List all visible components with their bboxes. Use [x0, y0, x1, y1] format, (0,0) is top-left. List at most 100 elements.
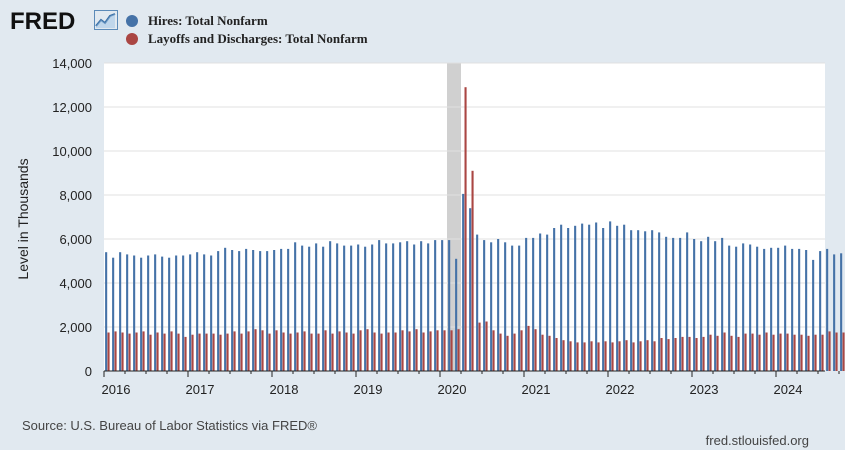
bar-layoffs — [450, 330, 453, 371]
x-tick-label: 2022 — [606, 382, 635, 397]
bar-layoffs — [107, 332, 110, 371]
bar-layoffs — [156, 332, 159, 371]
bar-hires — [154, 254, 157, 371]
bar-hires — [581, 223, 584, 371]
bar-hires — [630, 230, 633, 371]
bar-hires — [525, 237, 528, 371]
bar-hires — [336, 243, 339, 371]
bar-hires — [497, 239, 500, 371]
bar-layoffs — [786, 333, 789, 371]
bar-hires — [175, 255, 178, 371]
bar-hires — [224, 247, 227, 371]
legend-item-hires[interactable]: Hires: Total Nonfarm — [126, 12, 368, 30]
bar-layoffs — [807, 335, 810, 371]
bar-layoffs — [471, 170, 474, 371]
bar-layoffs — [590, 341, 593, 371]
bar-layoffs — [345, 332, 348, 371]
bar-hires — [385, 243, 388, 371]
bar-hires — [455, 258, 458, 371]
bar-hires — [217, 251, 220, 371]
bar-layoffs — [205, 333, 208, 371]
bar-layoffs — [352, 333, 355, 371]
bar-layoffs — [520, 330, 523, 371]
bar-hires — [721, 237, 724, 371]
bar-layoffs — [373, 332, 376, 371]
x-tick-label: 2017 — [186, 382, 215, 397]
bar-hires — [560, 224, 563, 371]
bar-layoffs — [296, 332, 299, 371]
bar-layoffs — [289, 333, 292, 371]
bar-hires — [777, 247, 780, 371]
bar-layoffs — [821, 334, 824, 371]
bar-layoffs — [212, 333, 215, 371]
bar-hires — [665, 236, 668, 371]
bar-layoffs — [737, 336, 740, 371]
y-tick-label: 12,000 — [52, 100, 92, 115]
legend: Hires: Total Nonfarm Layoffs and Dischar… — [126, 12, 368, 48]
bar-layoffs — [632, 342, 635, 371]
bar-layoffs — [835, 332, 838, 371]
bar-hires — [133, 255, 136, 371]
bar-hires — [679, 237, 682, 371]
bar-hires — [112, 257, 115, 371]
legend-label-layoffs: Layoffs and Discharges: Total Nonfarm — [148, 31, 368, 46]
bar-layoffs — [681, 336, 684, 371]
fred-logo[interactable]: FRED — [10, 8, 76, 35]
bar-hires — [819, 251, 822, 371]
source-note: Source: U.S. Bureau of Labor Statistics … — [22, 418, 317, 433]
bar-layoffs — [261, 330, 264, 371]
bar-layoffs — [667, 339, 670, 371]
bar-hires — [658, 232, 661, 371]
bar-hires — [161, 256, 164, 371]
bar-hires — [602, 228, 605, 371]
bar-layoffs — [331, 333, 334, 371]
bar-hires — [574, 225, 577, 371]
bar-hires — [280, 248, 283, 371]
header: FRED Hires: Total Nonfarm Layoffs and Di… — [8, 6, 608, 50]
legend-item-layoffs[interactable]: Layoffs and Discharges: Total Nonfarm — [126, 30, 368, 48]
recession-shading — [447, 63, 461, 371]
legend-marker-hires — [126, 15, 138, 27]
bar-hires — [399, 242, 402, 371]
bar-hires — [672, 237, 675, 371]
y-tick-label: 2,000 — [59, 320, 92, 335]
bar-hires — [742, 243, 745, 371]
bar-layoffs — [485, 321, 488, 371]
bar-layoffs — [135, 332, 138, 371]
bar-layoffs — [422, 332, 425, 371]
bar-hires — [700, 241, 703, 371]
bar-hires — [462, 193, 465, 371]
bar-layoffs — [730, 335, 733, 371]
bar-hires — [595, 222, 598, 371]
bar-hires — [196, 252, 199, 371]
bar-hires — [616, 225, 619, 371]
bar-layoffs — [576, 342, 579, 371]
bar-layoffs — [478, 322, 481, 371]
bar-layoffs — [163, 333, 166, 371]
bar-layoffs — [562, 340, 565, 371]
bar-layoffs — [184, 336, 187, 371]
bar-layoffs — [842, 332, 845, 371]
bar-hires — [147, 255, 150, 371]
bar-layoffs — [828, 331, 831, 371]
x-tick-label: 2024 — [774, 382, 803, 397]
bar-hires — [812, 259, 815, 371]
bar-hires — [735, 246, 738, 371]
bar-layoffs — [772, 334, 775, 371]
bar-hires — [448, 240, 451, 371]
bar-layoffs — [226, 333, 229, 371]
x-tick-label: 2018 — [270, 382, 299, 397]
bar-hires — [231, 250, 234, 371]
site-link[interactable]: fred.stlouisfed.org — [705, 433, 809, 448]
bar-hires — [609, 221, 612, 371]
y-tick-label: 14,000 — [52, 56, 92, 71]
bar-hires — [308, 246, 311, 371]
bar-hires — [532, 237, 535, 371]
bar-layoffs — [548, 335, 551, 371]
bar-hires — [651, 230, 654, 371]
bar-layoffs — [492, 330, 495, 371]
bar-layoffs — [709, 334, 712, 371]
legend-marker-layoffs — [126, 33, 138, 45]
bar-layoffs — [611, 342, 614, 371]
bar-layoffs — [177, 333, 180, 371]
